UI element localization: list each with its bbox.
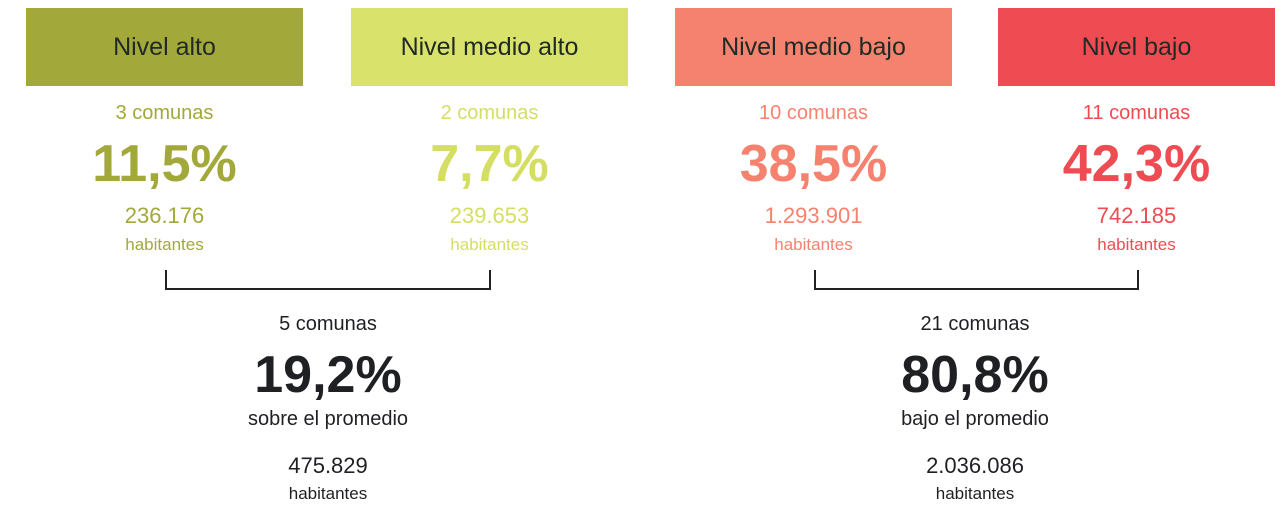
unit: habitantes (774, 235, 853, 254)
comunas: 10 comunas (759, 102, 868, 124)
comunas: 11 comunas (1082, 102, 1191, 124)
unit: habitantes (935, 484, 1015, 503)
population: 1.293.901 (764, 203, 863, 228)
population: 2.036.086 (926, 453, 1024, 478)
population: 236.176 (124, 203, 205, 228)
comunas: 5 comunas (279, 313, 377, 335)
percent: 19,2% (254, 346, 402, 404)
population: 742.185 (1096, 203, 1177, 228)
level-box: Nivel alto (26, 8, 303, 86)
unit: habitantes (288, 484, 368, 503)
percent: 38,5% (739, 135, 888, 193)
level-box: Nivel bajo (998, 8, 1275, 86)
percent: 80,8% (901, 346, 1049, 404)
bracket (165, 270, 491, 290)
unit: habitantes (450, 235, 529, 254)
description: bajo el promedio (901, 408, 1049, 430)
bracket (814, 270, 1139, 290)
unit: habitantes (1097, 235, 1176, 254)
percent: 11,5% (92, 135, 237, 193)
unit: habitantes (125, 235, 204, 254)
percent: 7,7% (430, 135, 549, 193)
comunas: 2 comunas (440, 102, 539, 124)
comunas: 3 comunas (115, 102, 214, 124)
level-box: Nivel medio alto (351, 8, 628, 86)
comunas: 21 comunas (920, 313, 1030, 335)
population: 475.829 (288, 453, 368, 478)
description: sobre el promedio (247, 408, 409, 430)
population: 239.653 (449, 203, 530, 228)
level-box: Nivel medio bajo (675, 8, 952, 86)
percent: 42,3% (1062, 135, 1211, 193)
